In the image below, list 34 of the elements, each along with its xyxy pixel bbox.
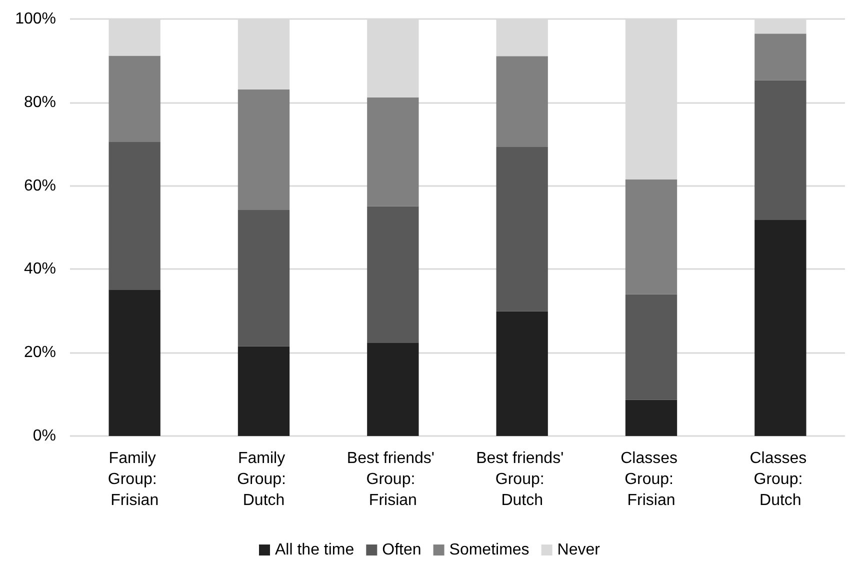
bar — [238, 210, 290, 346]
x-tick-label: Family Group: Frisian — [108, 450, 162, 509]
bar — [108, 142, 160, 290]
bar — [625, 294, 678, 400]
y-tick-label: 60% — [24, 177, 56, 194]
bar — [754, 34, 806, 80]
y-tick-label: 80% — [24, 94, 56, 111]
bar — [108, 290, 160, 436]
x-tick-label: Best friends' Group: Frisian — [346, 450, 439, 509]
y-tick-label: 40% — [24, 260, 56, 278]
y-tick-label: 0% — [32, 428, 56, 444]
bar — [625, 180, 678, 294]
y-tick-label: 20% — [24, 344, 56, 362]
bar — [496, 56, 548, 148]
bar — [496, 147, 548, 312]
legend-label: All the time — [275, 542, 354, 558]
x-tick-label: Best friends' Group: Dutch — [476, 450, 568, 509]
bar — [238, 346, 290, 436]
legend-label: Never — [557, 542, 601, 558]
bar — [367, 97, 419, 206]
y-tick-label: 100% — [15, 10, 56, 28]
legend-label: Often — [382, 542, 422, 558]
x-tick-label: Family Group: Dutch — [237, 450, 290, 509]
x-tick-label: Classes Group: Frisian — [620, 450, 682, 509]
bar — [496, 311, 548, 436]
legend-label: Sometimes — [449, 542, 530, 558]
bar — [754, 80, 806, 220]
bar — [367, 342, 419, 436]
x-tick-label: Classes Group: Dutch — [750, 450, 812, 509]
bar — [108, 56, 160, 142]
bar — [754, 220, 806, 436]
bar — [625, 400, 678, 436]
bar — [367, 206, 419, 343]
bar — [238, 89, 290, 210]
